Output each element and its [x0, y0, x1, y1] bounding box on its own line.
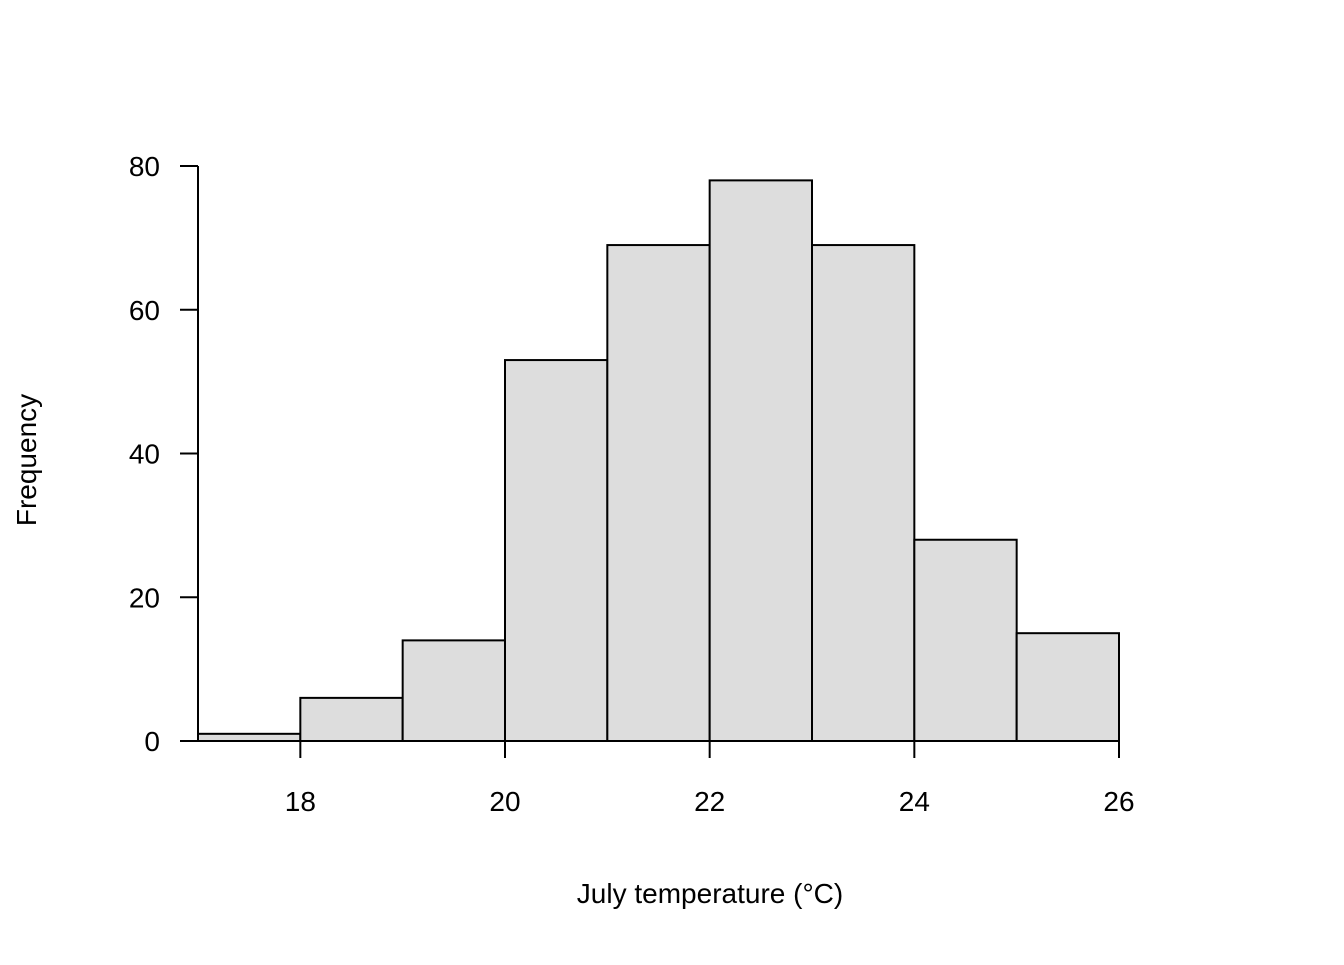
y-tick-label: 60 — [129, 295, 160, 326]
y-tick-label: 0 — [144, 726, 160, 757]
bar-23-24 — [811, 244, 916, 742]
x-tick-label: 20 — [489, 786, 520, 817]
x-tick-label: 24 — [899, 786, 930, 817]
y-tick-label: 40 — [129, 439, 160, 470]
x-axis-title: July temperature (°C) — [577, 878, 843, 909]
bar-25-26 — [1015, 632, 1121, 742]
bar-24-25 — [913, 538, 1018, 742]
bar-21-22 — [606, 244, 711, 742]
bar-17-18 — [197, 732, 302, 742]
y-axis-title: Frequency — [11, 394, 42, 526]
bar-22-23 — [708, 179, 814, 742]
y-axis: 0 20 40 60 80 — [129, 151, 199, 757]
bar-18-19 — [299, 696, 404, 742]
x-tick-label: 22 — [694, 786, 725, 817]
x-axis: 18 20 22 24 26 — [285, 740, 1135, 817]
x-tick-label: 18 — [285, 786, 316, 817]
x-tick-label: 26 — [1103, 786, 1134, 817]
bar-20-21 — [504, 359, 609, 742]
y-tick-label: 80 — [129, 151, 160, 182]
y-tick-label: 20 — [129, 582, 160, 613]
bar-19-20 — [401, 639, 506, 742]
bars-group — [197, 179, 1121, 742]
